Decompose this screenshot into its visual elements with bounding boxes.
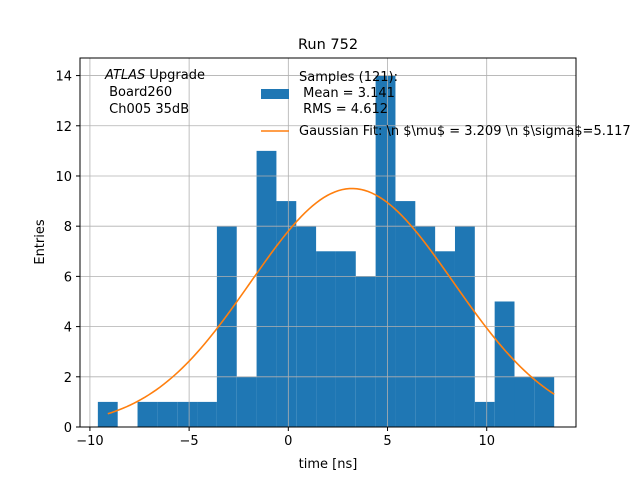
histogram-bar: [97, 401, 118, 427]
fit-curve-group: [107, 187, 555, 415]
histogram-bar: [276, 201, 297, 427]
legend-fit-label: Gaussian Fit: \n $\mu$ = 3.209 \n $\sigm…: [299, 124, 631, 139]
y-axis-ticks: 0 2 4 6 8 10 12 14: [55, 70, 80, 436]
histogram-bar: [256, 150, 277, 427]
x-tick-label: 10: [478, 434, 495, 449]
histogram-bar: [435, 251, 455, 427]
histogram-bar: [474, 401, 495, 427]
x-tick-label: −10: [76, 434, 103, 449]
chart-title: Run 752: [298, 37, 358, 53]
legend-samples-line-1: Samples (121):: [299, 70, 398, 85]
x-tick-label: −5: [180, 434, 199, 449]
annotation-box: ATLAS Upgrade Board260 Ch005 35dB: [104, 68, 205, 117]
histogram-bar: [335, 251, 356, 427]
gaussian-fit-curve: [107, 187, 555, 415]
histogram-bar: [137, 401, 158, 427]
y-axis-title: Entries: [33, 219, 48, 265]
histogram-bar: [395, 201, 416, 427]
legend-samples-line-3: RMS = 4.612: [299, 102, 388, 117]
histogram-bar: [534, 376, 555, 427]
legend-samples-swatch: [261, 89, 289, 99]
histogram-bar: [494, 301, 515, 427]
histogram-bar: [177, 401, 198, 427]
annotation-line-1: ATLAS Upgrade: [104, 68, 205, 83]
histogram-bar: [375, 75, 396, 428]
legend-samples-line-2: Mean = 3.141: [299, 86, 395, 101]
plot-frame: [79, 57, 577, 428]
histogram-bar: [355, 276, 376, 427]
histogram-bar: [514, 376, 535, 427]
y-tick-label: 4: [64, 321, 72, 336]
annotation-rest: Upgrade: [145, 68, 205, 83]
histogram-bar: [157, 401, 178, 427]
annotation-italic: ATLAS: [104, 68, 145, 83]
y-tick-label: 8: [64, 220, 72, 235]
y-tick-label: 12: [55, 120, 72, 135]
y-tick-label: 10: [55, 170, 72, 185]
histogram-bar: [197, 401, 217, 427]
x-tick-label: 5: [383, 434, 391, 449]
x-axis-ticks: −10 −5 0 5 10: [76, 427, 495, 449]
y-tick-label: 2: [64, 371, 72, 386]
legend: Samples (121): Mean = 3.141 RMS = 4.612 …: [261, 70, 631, 139]
annotation-line-3: Ch005 35dB: [105, 102, 189, 117]
y-tick-label: 6: [64, 270, 72, 285]
y-tick-label: 0: [64, 421, 72, 436]
histogram-bar: [236, 376, 257, 427]
x-axis-title: time [ns]: [299, 457, 358, 472]
histogram-bar: [316, 251, 336, 427]
y-tick-label: 14: [55, 70, 72, 85]
x-tick-label: 0: [284, 434, 292, 449]
annotation-line-2: Board260: [105, 85, 172, 100]
